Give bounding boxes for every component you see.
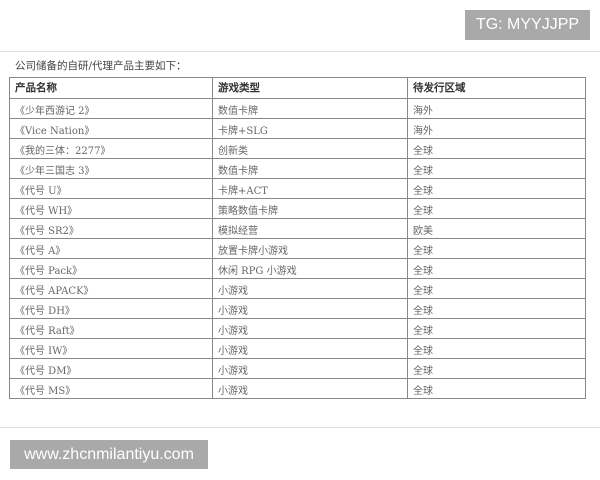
region-cell: 全球 [407, 378, 586, 399]
product-name-cell: 《代号 APACK》 [9, 278, 213, 299]
region-cell: 全球 [407, 318, 586, 339]
region-cell: 全球 [407, 178, 586, 199]
header-game-type: 游戏类型 [212, 77, 408, 99]
game-type-cell: 卡牌+ACT [212, 178, 408, 199]
game-type-cell: 放置卡牌小游戏 [212, 238, 408, 259]
table-row: 《代号 IW》 小游戏 全球 [9, 338, 586, 359]
product-name-cell: 《代号 DM》 [9, 358, 213, 379]
game-type-cell: 模拟经营 [212, 218, 408, 239]
table-row: 《我的三体：2277》 创新类 全球 [9, 138, 586, 159]
table-row: 《代号 SR2》 模拟经营 欧美 [9, 218, 586, 239]
region-cell: 全球 [407, 338, 586, 359]
product-name-cell: 《代号 MS》 [9, 378, 213, 399]
header-product-name: 产品名称 [9, 77, 213, 99]
product-table: 产品名称 游戏类型 待发行区域 《少年西游记 2》 数值卡牌 海外 《Vice Nat… [9, 77, 586, 399]
product-name-cell: 《少年三国志 3》 [9, 158, 213, 179]
table-row: 《代号 A》 放置卡牌小游戏 全球 [9, 238, 586, 259]
region-cell: 全球 [407, 278, 586, 299]
game-type-cell: 小游戏 [212, 318, 408, 339]
table-row: 《代号 DM》 小游戏 全球 [9, 358, 586, 379]
table-header-row: 产品名称 游戏类型 待发行区域 [9, 77, 586, 99]
game-type-cell: 小游戏 [212, 278, 408, 299]
table-row: 《代号 U》 卡牌+ACT 全球 [9, 178, 586, 199]
game-type-cell: 策略数值卡牌 [212, 198, 408, 219]
region-cell: 全球 [407, 238, 586, 259]
product-name-cell: 《Vice Nation》 [9, 118, 213, 139]
product-name-cell: 《代号 WH》 [9, 198, 213, 219]
product-name-cell: 《代号 A》 [9, 238, 213, 259]
table-row: 《代号 DH》 小游戏 全球 [9, 298, 586, 319]
game-type-cell: 创新类 [212, 138, 408, 159]
region-cell: 全球 [407, 258, 586, 279]
region-cell: 海外 [407, 118, 586, 139]
game-type-cell: 休闲 RPG 小游戏 [212, 258, 408, 279]
game-type-cell: 小游戏 [212, 378, 408, 399]
table-row: 《少年三国志 3》 数值卡牌 全球 [9, 158, 586, 179]
header-region: 待发行区域 [407, 77, 586, 99]
game-type-cell: 小游戏 [212, 358, 408, 379]
game-type-cell: 卡牌+SLG [212, 118, 408, 139]
region-cell: 全球 [407, 158, 586, 179]
table-row: 《代号 MS》 小游戏 全球 [9, 378, 586, 399]
watermark: www.zhcnmilantiyu.com [10, 440, 208, 469]
table-row: 《代号 Pack》 休闲 RPG 小游戏 全球 [9, 258, 586, 279]
table-row: 《代号 WH》 策略数值卡牌 全球 [9, 198, 586, 219]
product-name-cell: 《代号 IW》 [9, 338, 213, 359]
game-type-cell: 小游戏 [212, 338, 408, 359]
region-cell: 全球 [407, 138, 586, 159]
tg-label: TG: MYYJJPP [465, 10, 590, 40]
product-name-cell: 《少年西游记 2》 [9, 98, 213, 119]
region-cell: 欧美 [407, 218, 586, 239]
document-panel: 公司储备的自研/代理产品主要如下： 产品名称 游戏类型 待发行区域 《少年西游记… [0, 51, 600, 428]
table-row: 《代号 Raft》 小游戏 全球 [9, 318, 586, 339]
product-name-cell: 《代号 Pack》 [9, 258, 213, 279]
product-name-cell: 《代号 U》 [9, 178, 213, 199]
table-row: 《少年西游记 2》 数值卡牌 海外 [9, 98, 586, 119]
table-row: 《Vice Nation》 卡牌+SLG 海外 [9, 118, 586, 139]
intro-text: 公司储备的自研/代理产品主要如下： [15, 60, 187, 72]
game-type-cell: 小游戏 [212, 298, 408, 319]
product-name-cell: 《代号 SR2》 [9, 218, 213, 239]
game-type-cell: 数值卡牌 [212, 98, 408, 119]
region-cell: 海外 [407, 98, 586, 119]
product-name-cell: 《代号 Raft》 [9, 318, 213, 339]
product-name-cell: 《代号 DH》 [9, 298, 213, 319]
product-name-cell: 《我的三体：2277》 [9, 138, 213, 159]
region-cell: 全球 [407, 298, 586, 319]
table-row: 《代号 APACK》 小游戏 全球 [9, 278, 586, 299]
region-cell: 全球 [407, 198, 586, 219]
region-cell: 全球 [407, 358, 586, 379]
game-type-cell: 数值卡牌 [212, 158, 408, 179]
